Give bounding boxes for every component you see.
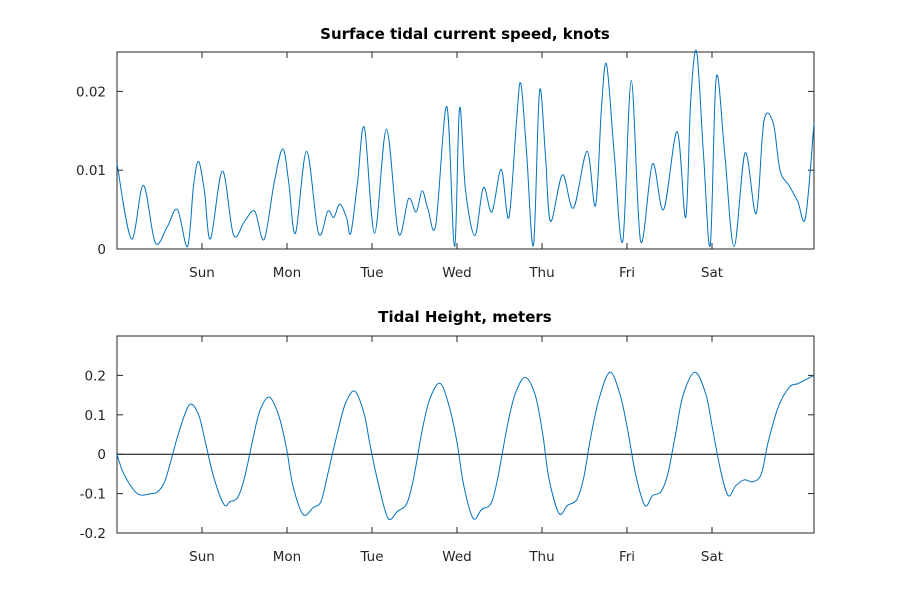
tidal-height-x-tick-label: Tue <box>359 549 383 565</box>
current-speed-x-tick-label: Mon <box>273 265 301 281</box>
tidal-height-y-tick-label: 0.1 <box>85 408 106 424</box>
tidal-height-x-tick-label: Thu <box>528 549 554 565</box>
current-speed-x-tick-label: Thu <box>528 265 554 281</box>
tidal-height-title: Tidal Height, meters <box>378 308 552 326</box>
tidal-height-ticks: Sun Mon Tue Wed Thu Fri Sat -0.2 -0.1 0 0.1 0.2 <box>80 336 814 565</box>
current-speed-title: Surface tidal current speed, knots <box>320 25 610 43</box>
current-speed-axes <box>116 51 815 250</box>
tidal-height-axes <box>116 335 815 534</box>
current-speed-panel: Surface tidal current speed, knots Sun Mo… <box>76 25 815 281</box>
tidal-height-x-tick-label: Mon <box>273 549 301 565</box>
current-speed-x-tick-label: Sat <box>701 265 723 281</box>
tidal-height-y-tick-label: -0.1 <box>80 487 106 503</box>
tidal-height-x-tick-label: Fri <box>619 549 635 565</box>
current-speed-x-tick-label: Wed <box>442 265 471 281</box>
current-speed-x-tick-label: Fri <box>619 265 635 281</box>
current-speed-series-line <box>116 49 815 248</box>
tidal-height-y-tick-label: -0.2 <box>80 526 106 542</box>
current-speed-y-tick-label: 0 <box>97 242 106 258</box>
current-speed-ticks: Sun Mon Tue Wed Thu Fri Sat 0 0.01 0.02 <box>76 52 814 281</box>
tidal-height-x-tick-label: Sun <box>189 549 215 565</box>
current-speed-x-tick-label: Sun <box>189 265 215 281</box>
current-speed-y-tick-label: 0.01 <box>76 163 106 179</box>
tidal-height-y-tick-label: 0.2 <box>85 368 106 384</box>
current-speed-y-tick-label: 0.02 <box>76 84 106 100</box>
tidal-height-x-tick-label: Wed <box>442 549 471 565</box>
current-speed-x-tick-label: Tue <box>359 265 383 281</box>
tidal-height-series-line <box>116 371 815 520</box>
tidal-height-y-tick-label: 0 <box>97 447 106 463</box>
tidal-height-x-tick-label: Sat <box>701 549 723 565</box>
tidal-height-panel: Tidal Height, meters Sun Mon Tue Wed Thu Fri S… <box>80 308 815 565</box>
